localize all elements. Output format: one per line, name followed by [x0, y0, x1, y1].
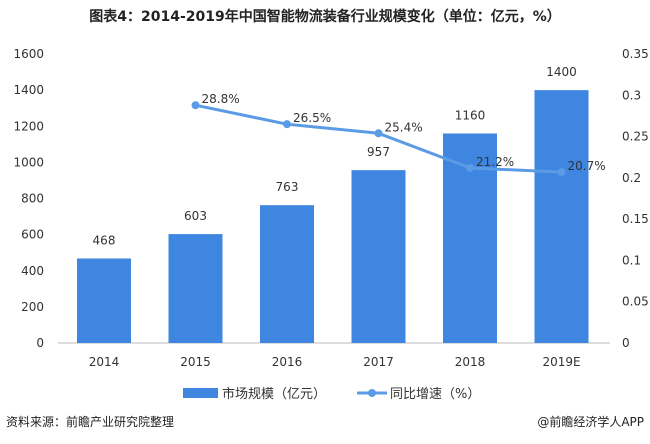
right-tick-label: 0.2	[622, 171, 641, 185]
growth-point	[191, 101, 200, 110]
bar	[77, 258, 131, 343]
right-tick-label: 0.3	[622, 88, 641, 102]
bar	[168, 234, 223, 343]
left-tick-label: 200	[21, 300, 44, 314]
bar-data-label: 763	[276, 180, 299, 194]
bar-data-label: 957	[367, 145, 390, 159]
right-tick-label: 0.05	[622, 295, 649, 309]
right-tick-label: 0.1	[622, 253, 641, 267]
line-data-label: 26.5%	[293, 111, 331, 125]
line-data-label: 21.2%	[476, 155, 514, 169]
source-note: 资料来源：前瞻产业研究院整理	[6, 415, 175, 429]
legend-line-marker	[368, 389, 376, 397]
left-tick-label: 800	[21, 192, 44, 206]
chart-title: 图表4：2014-2019年中国智能物流装备行业规模变化（单位：亿元，%）	[89, 9, 561, 25]
x-tick-label: 2018	[455, 355, 486, 369]
footer: 资料来源：前瞻产业研究院整理 @前瞻经济学人APP	[0, 410, 650, 432]
x-tick-label: 2015	[180, 355, 211, 369]
chart-figure: 图表4：2014-2019年中国智能物流装备行业规模变化（单位：亿元，%） 0 2…	[0, 9, 650, 432]
bar-data-label: 1160	[455, 108, 486, 122]
legend-bar-swatch	[183, 388, 218, 398]
right-tick-label: 0	[622, 336, 630, 350]
x-tick-label: 2014	[89, 355, 120, 369]
x-tick-label: 2017	[363, 355, 394, 369]
bar-data-label: 468	[93, 233, 116, 247]
legend-bar-label: 市场规模（亿元）	[222, 386, 326, 402]
left-tick-label: 0	[36, 336, 44, 350]
bar-data-label: 603	[184, 209, 207, 223]
line-data-label: 28.8%	[202, 92, 240, 106]
growth-point	[283, 120, 291, 129]
bar	[260, 205, 314, 343]
left-tick-label: 400	[21, 264, 44, 278]
credit-note: @前瞻经济学人APP	[537, 415, 644, 429]
bar	[534, 90, 589, 343]
bar-data-label: 1400	[546, 65, 577, 79]
growth-point	[466, 163, 474, 172]
legend-line-label: 同比增速（%）	[390, 387, 480, 402]
line-data-label: 25.4%	[385, 120, 423, 134]
chart-svg: 0 200 400 600 800 1000 1200 1400 1600 0 0.05 0.1 0.1…	[13, 47, 649, 402]
bar	[351, 170, 406, 343]
growth-point	[557, 168, 566, 177]
line-data-label: 20.7%	[568, 159, 606, 173]
growth-point	[374, 129, 383, 138]
left-tick-label: 600	[21, 228, 44, 242]
x-tick-label: 2019E	[542, 355, 580, 369]
left-tick-label: 1200	[13, 119, 44, 133]
left-tick-label: 1000	[13, 155, 44, 169]
left-tick-label: 1600	[13, 47, 44, 61]
right-tick-label: 0.25	[622, 130, 649, 144]
right-tick-label: 0.35	[622, 47, 649, 61]
left-tick-label: 1400	[13, 83, 44, 97]
x-tick-label: 2016	[272, 355, 303, 369]
right-tick-label: 0.15	[622, 212, 649, 226]
